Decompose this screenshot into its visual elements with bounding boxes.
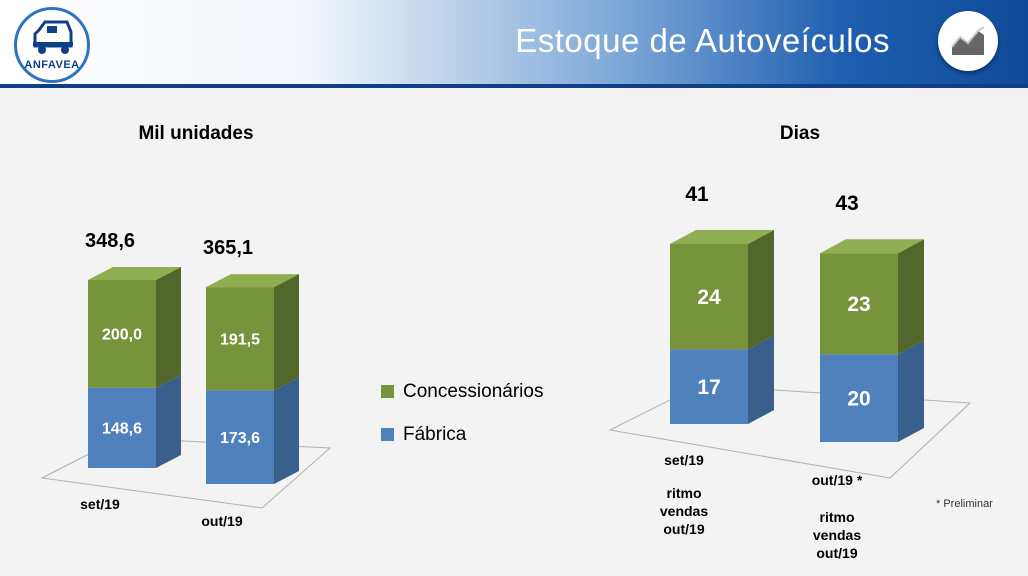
bar-fabrica-front bbox=[820, 354, 898, 442]
bar-concessionarios-side bbox=[748, 230, 774, 350]
x-sublabel: ritmo bbox=[820, 509, 855, 525]
bar-fabrica-side bbox=[274, 377, 299, 484]
x-sublabel: out/19 bbox=[663, 521, 704, 537]
bar-concessionarios-side bbox=[156, 267, 181, 388]
x-label-set19: set/19 bbox=[80, 496, 120, 512]
legend-label: Fábrica bbox=[403, 424, 467, 445]
x-sublabel: ritmo bbox=[667, 485, 702, 501]
chart-icon-badge bbox=[938, 11, 998, 71]
bar-concessionarios-front bbox=[206, 287, 274, 391]
legend-swatch-concessionarios bbox=[381, 385, 394, 398]
data-label-concessionarios: 200,0 bbox=[102, 327, 142, 344]
x-sublabel: vendas bbox=[660, 503, 708, 519]
page-title: Estoque de Autoveículos bbox=[515, 22, 890, 59]
logo-text: ANFAVEA bbox=[24, 59, 80, 71]
data-label-concessionarios: 23 bbox=[847, 293, 870, 316]
x-sublabel: vendas bbox=[813, 527, 861, 543]
bar-concessionarios-side bbox=[274, 274, 299, 391]
bar-concessionarios-top bbox=[206, 274, 299, 288]
legend-item-fabrica: Fábrica bbox=[381, 424, 466, 446]
legend-swatch-fabrica bbox=[381, 428, 394, 441]
bar-concessionarios-side bbox=[898, 239, 924, 355]
header-bar bbox=[0, 0, 1028, 84]
data-label-total: 41 bbox=[685, 183, 709, 206]
data-label-total: 43 bbox=[835, 192, 858, 215]
bar-fabrica-front bbox=[670, 349, 748, 424]
bar-fabrica-front bbox=[88, 387, 156, 468]
x-sublabel: out/19 bbox=[816, 545, 857, 561]
bar-concessionarios-top bbox=[820, 239, 924, 254]
x-label-out19-right: out/19 * bbox=[812, 472, 863, 488]
bar-fabrica-side bbox=[156, 374, 181, 468]
data-label-total: 348,6 bbox=[85, 230, 135, 252]
data-label-concessionarios: 24 bbox=[697, 286, 721, 309]
truck-icon bbox=[33, 20, 73, 54]
x-label-set19-right: set/19 bbox=[664, 452, 704, 468]
data-label-fabrica: 17 bbox=[697, 376, 720, 399]
right-chart-heading: Dias bbox=[779, 123, 821, 144]
anfavea-logo: ANFAVEA bbox=[14, 7, 90, 83]
bar-concessionarios-front bbox=[820, 253, 898, 355]
data-label-fabrica: 20 bbox=[847, 387, 870, 410]
data-label-fabrica: 173,6 bbox=[220, 430, 260, 447]
bar-concessionarios-top bbox=[670, 230, 774, 244]
x-label-out19: out/19 bbox=[201, 513, 242, 529]
data-label-fabrica: 148,6 bbox=[102, 421, 142, 438]
bar-concessionarios-top bbox=[88, 267, 181, 280]
bar-fabrica-front bbox=[206, 390, 274, 484]
bar-concessionarios-front bbox=[670, 244, 748, 350]
bar-fabrica-side bbox=[748, 335, 774, 424]
legend-label: Concessionários bbox=[403, 381, 544, 402]
left-chart-heading: Mil unidades bbox=[138, 123, 254, 144]
header-underline bbox=[0, 84, 1028, 88]
data-label-concessionarios: 191,5 bbox=[220, 331, 260, 348]
footnote: * Preliminar bbox=[936, 498, 993, 510]
legend-item-concessionarios: Concessionários bbox=[381, 381, 543, 403]
area-chart-icon bbox=[951, 26, 985, 55]
data-label-total: 365,1 bbox=[203, 237, 253, 259]
bar-fabrica-side bbox=[898, 340, 924, 442]
bar-concessionarios-front bbox=[88, 280, 156, 388]
